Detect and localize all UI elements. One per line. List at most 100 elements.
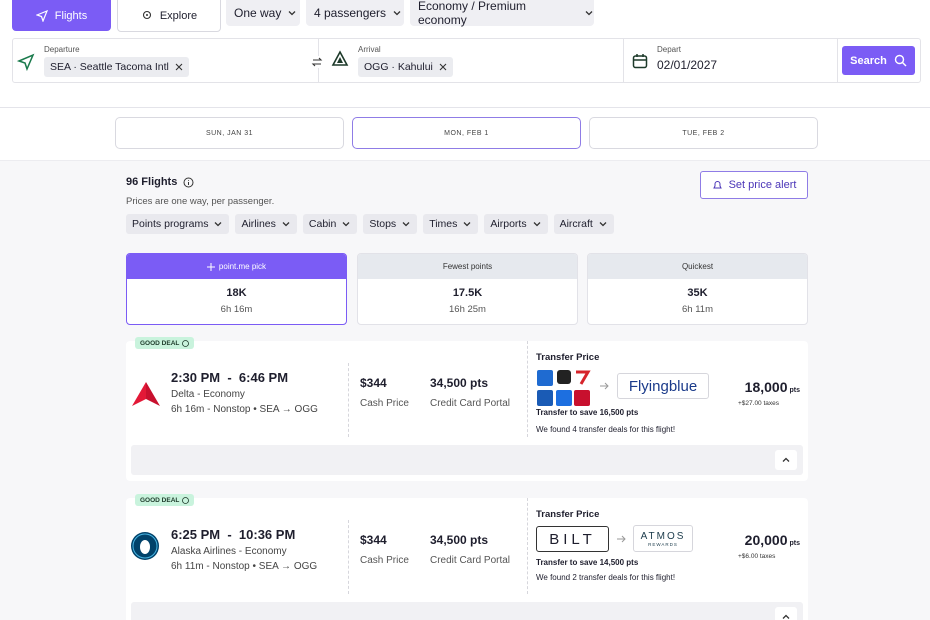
- pin-icon-svg: [142, 10, 151, 19]
- flight-airline: Alaska Airlines - Economy: [171, 546, 287, 557]
- info-icon-svg: [182, 496, 190, 504]
- arrival-chip[interactable]: OGG · Kahului: [358, 57, 453, 77]
- sort-card[interactable]: point.me pick 18K 6h 16m: [126, 253, 347, 325]
- option-dropdown[interactable]: One way: [226, 0, 300, 26]
- expand-button[interactable]: [775, 450, 797, 470]
- plane-icon: [35, 9, 48, 22]
- sort-duration: 6h 16m: [220, 304, 253, 315]
- date-tab[interactable]: TUE, FEB 2: [589, 117, 818, 149]
- deal-badge: GOOD DEAL: [135, 494, 195, 506]
- filter-chip[interactable]: Stops: [363, 214, 418, 234]
- option-label: One way: [234, 6, 282, 20]
- price-alert-button[interactable]: Set price alert: [700, 171, 808, 199]
- spark-icon-svg: [206, 262, 215, 271]
- bank-icons-svg: [537, 370, 591, 406]
- chevron-icon: [462, 219, 472, 229]
- cash-label: Cash Price: [360, 555, 409, 566]
- option-dropdown[interactable]: 4 passengers: [306, 0, 404, 26]
- depart-label: Depart: [657, 45, 682, 54]
- divider: [527, 498, 528, 594]
- departure-chip[interactable]: SEA · Seattle Tacoma Intl: [44, 57, 189, 77]
- filter-chip[interactable]: Airports: [484, 214, 548, 234]
- pin-icon: [141, 10, 153, 22]
- chevron-up-icon: [780, 611, 792, 620]
- expand-strip: [131, 602, 803, 620]
- delta-logo: [131, 381, 161, 407]
- alaska-logo-svg: [131, 532, 159, 560]
- transfer-save: Transfer to save 14,500 pts: [536, 558, 639, 567]
- sort-card[interactable]: Quickest 35K 6h 11m: [587, 253, 808, 325]
- swap-icon: [311, 56, 323, 68]
- deal-badge: GOOD DEAL: [135, 337, 195, 349]
- tab-label: Explore: [159, 9, 198, 22]
- filter-row: Points programs Airlines Cabin Stops Times Ai…: [126, 214, 614, 234]
- filter-label: Aircraft: [559, 218, 593, 230]
- chevron-icon: [401, 219, 411, 229]
- cash-price: $344: [360, 533, 387, 547]
- arrival-icon: [331, 50, 349, 68]
- cash-label: Cash Price: [360, 398, 409, 409]
- filter-chip[interactable]: Cabin: [302, 214, 358, 234]
- filter-label: Airlines: [241, 218, 276, 230]
- close-icon-svg: [175, 63, 183, 71]
- calendar-icon: [632, 53, 648, 69]
- option-label: Economy / Premium economy: [418, 0, 527, 27]
- sort-label: Quickest: [681, 262, 714, 271]
- plane-icon-svg: [35, 9, 48, 22]
- sort-points: 18K: [226, 287, 247, 299]
- search-button[interactable]: Search: [842, 46, 915, 75]
- partner-logo: ATMOS REWARDS: [633, 525, 693, 552]
- explore-tab[interactable]: Explore: [117, 0, 221, 32]
- option-label: 4 passengers: [314, 6, 387, 20]
- filter-chip[interactable]: Airlines: [235, 214, 297, 234]
- expand-button[interactable]: [775, 607, 797, 620]
- calendar-icon-svg: [632, 54, 648, 69]
- flights-tab[interactable]: Flights: [12, 0, 111, 31]
- chevron-icon: [598, 219, 608, 229]
- departure-icon: [17, 53, 35, 71]
- depart-value[interactable]: 02/01/2027: [657, 58, 718, 72]
- sort-card[interactable]: Fewest points 17.5K 16h 25m: [357, 253, 578, 325]
- chevron-icon: [341, 219, 351, 229]
- chevron-icon: [392, 8, 402, 18]
- departure-label: Departure: [44, 45, 80, 54]
- award-price: 20,000 pts: [745, 532, 800, 548]
- transfer-found: We found 4 transfer deals for this fligh…: [536, 425, 676, 434]
- results-count-row: 96 Flights: [126, 176, 194, 188]
- filter-chip[interactable]: Times: [423, 214, 479, 234]
- divider: [623, 39, 624, 82]
- chevron-icon-svg: [282, 222, 290, 227]
- chevron-icon: [287, 8, 297, 18]
- date-tab[interactable]: MON, FEB 1: [352, 117, 581, 149]
- chevron-icon-svg: [463, 222, 471, 227]
- filter-chip[interactable]: Aircraft: [553, 214, 614, 234]
- source-name: BILT: [549, 530, 596, 548]
- flight-card[interactable]: GOOD DEAL 2:30 PM - 6:46 PM Delta - Econom…: [126, 337, 808, 481]
- filter-label: Cabin: [308, 218, 337, 230]
- date-tab[interactable]: SUN, JAN 31: [115, 117, 344, 149]
- spark-icon: [206, 262, 215, 271]
- filter-label: Times: [429, 218, 458, 230]
- source-logo: BILT: [536, 526, 609, 552]
- flight-card[interactable]: GOOD DEAL 6:25 PM - 10:36 PM Alaska Airlin…: [126, 494, 808, 620]
- chevron-icon: [584, 8, 594, 18]
- badge-text: GOOD DEAL: [140, 339, 180, 347]
- filter-chip[interactable]: Points programs: [126, 214, 230, 234]
- sort-duration: 16h 25m: [449, 304, 486, 315]
- alaska-logo: [130, 531, 160, 561]
- search-icon: [894, 54, 907, 67]
- info-icon-svg: [182, 339, 190, 347]
- award-unit: pts: [789, 540, 801, 547]
- sort-points: 35K: [687, 287, 708, 299]
- flight-airline: Delta - Economy: [171, 389, 245, 400]
- search-icon-svg: [894, 54, 907, 67]
- chevron-icon-svg: [288, 11, 296, 16]
- partner-name: ATMOS: [640, 530, 686, 542]
- arrow-icon-svg: [617, 535, 626, 543]
- option-dropdown[interactable]: Economy / Premium economy: [410, 0, 594, 27]
- flight-details: 6h 16m - Nonstop • SEA → OGG: [171, 404, 318, 415]
- chevron-icon-svg: [599, 222, 607, 227]
- departure-icon-svg: [17, 53, 35, 71]
- award-points: 18,000: [744, 379, 788, 395]
- filter-label: Airports: [490, 218, 527, 230]
